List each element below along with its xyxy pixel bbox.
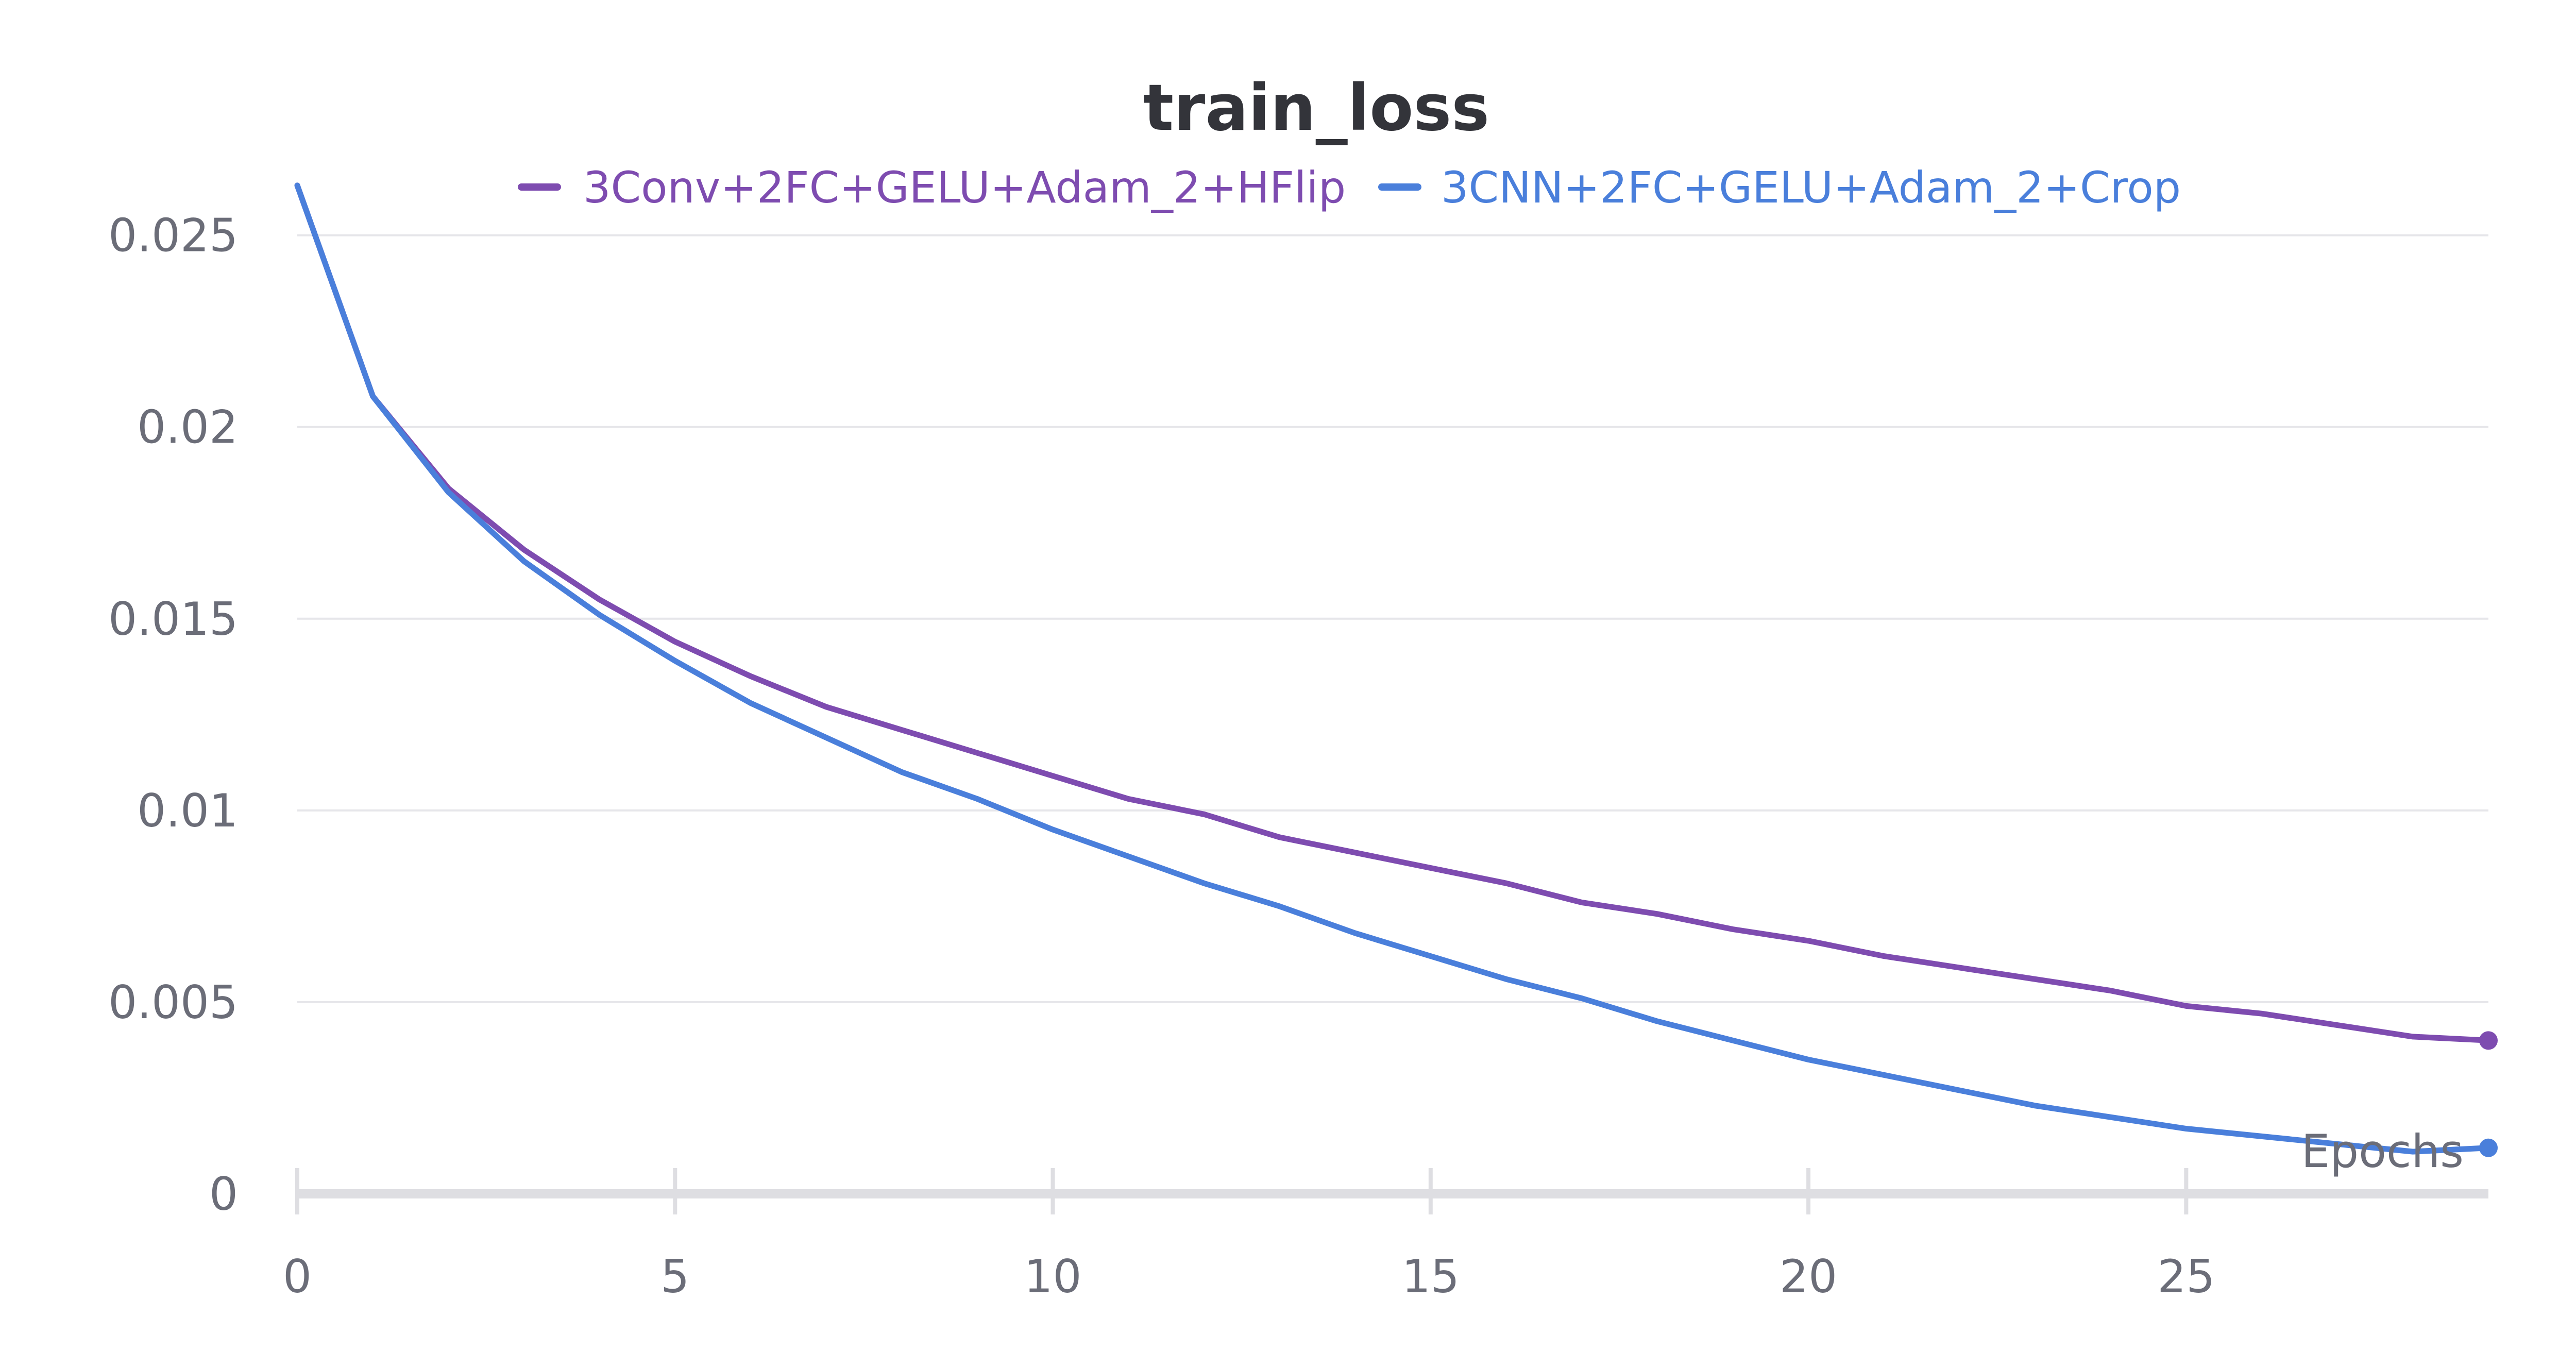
series-end-point-1[interactable] bbox=[2479, 1031, 2498, 1050]
x-tick-label: 5 bbox=[660, 1250, 689, 1303]
series-end-point-2[interactable] bbox=[2479, 1138, 2498, 1157]
y-tick-label: 0.02 bbox=[137, 401, 238, 454]
y-tick-label: 0 bbox=[209, 1168, 238, 1221]
y-tick-label: 0.005 bbox=[108, 976, 238, 1029]
series-layer bbox=[294, 182, 2498, 1157]
y-gridlines bbox=[297, 234, 2488, 1003]
legend-item-series-1[interactable]: 3Conv+2FC+GELU+Adam_2+HFlip bbox=[518, 162, 1346, 213]
x-tick-label: 25 bbox=[2157, 1250, 2215, 1303]
y-axis: 0 0.005 0.01 0.015 0.02 0.025 bbox=[108, 209, 238, 1221]
series-line-2[interactable] bbox=[294, 182, 2492, 1155]
x-axis: 0 5 10 15 20 25 bbox=[283, 1168, 2488, 1303]
y-tick-label: 0.025 bbox=[108, 209, 238, 262]
y-tick-label: 0.01 bbox=[137, 784, 238, 837]
legend: 3Conv+2FC+GELU+Adam_2+HFlip 3CNN+2FC+GEL… bbox=[518, 162, 2181, 213]
x-tick-label: 20 bbox=[1780, 1250, 1837, 1303]
legend-label-series-1: 3Conv+2FC+GELU+Adam_2+HFlip bbox=[583, 162, 1346, 213]
legend-item-series-2[interactable]: 3CNN+2FC+GELU+Adam_2+Crop bbox=[1378, 162, 2181, 213]
x-axis-title: Epochs bbox=[2301, 1125, 2464, 1178]
legend-label-series-2: 3CNN+2FC+GELU+Adam_2+Crop bbox=[1441, 162, 2181, 213]
chart-title: train_loss bbox=[1143, 71, 1489, 145]
y-tick-label: 0.015 bbox=[108, 593, 238, 646]
x-tick-label: 0 bbox=[283, 1250, 312, 1303]
x-tick-label: 15 bbox=[1402, 1250, 1460, 1303]
x-tick-label: 10 bbox=[1024, 1250, 1082, 1303]
series-line-1[interactable] bbox=[294, 182, 2492, 1043]
